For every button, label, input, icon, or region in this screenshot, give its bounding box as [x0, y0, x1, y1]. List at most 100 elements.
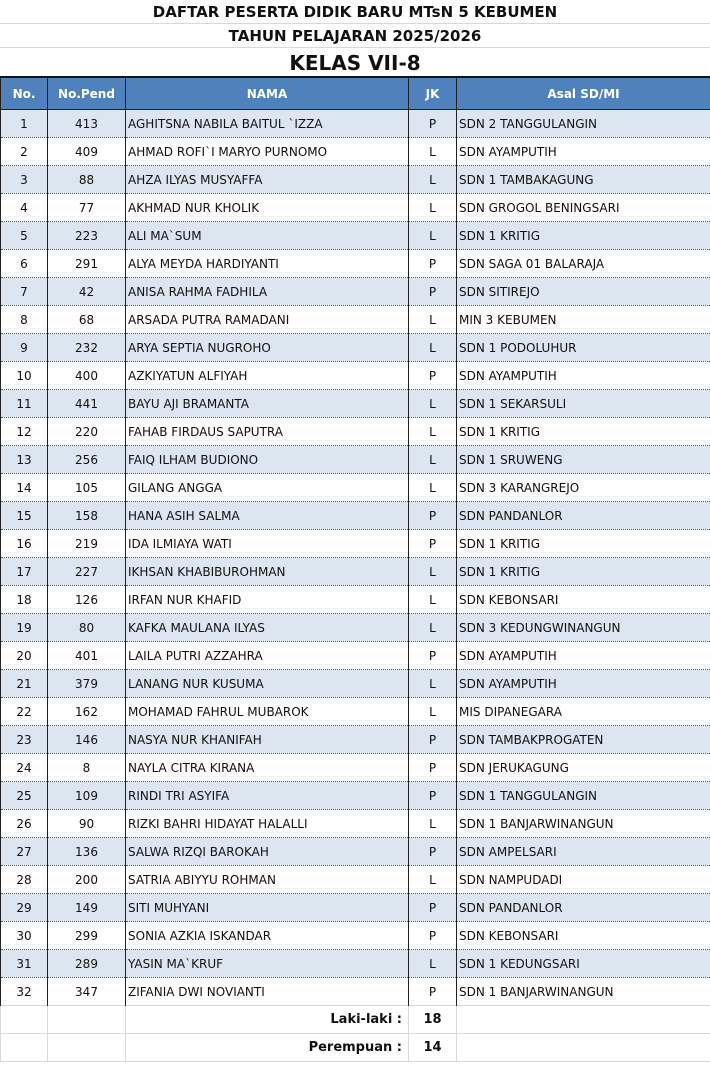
cell-asal: SDN AMPELSARI	[456, 837, 710, 866]
col-header-no: No.	[0, 78, 48, 110]
cell-nopend: 223	[47, 221, 126, 250]
table-row: 17 227 IKHSAN KHABIBUROHMAN L SDN 1 KRITIG	[0, 557, 710, 586]
cell-nama: NASYA NUR KHANIFAH	[125, 725, 409, 754]
cell-nopend: 8	[47, 753, 126, 782]
table-row: 18 126 IRFAN NUR KHAFID L SDN KEBONSARI	[0, 585, 710, 614]
cell-nopend: 105	[47, 473, 126, 502]
cell-nopend: 347	[47, 977, 126, 1006]
cell-jk: L	[408, 473, 457, 502]
cell-jk: P	[408, 893, 457, 922]
cell-no: 31	[0, 949, 48, 978]
cell-nama: IRFAN NUR KHAFID	[125, 585, 409, 614]
cell-no: 15	[0, 501, 48, 530]
empty-cell	[47, 1005, 126, 1034]
cell-asal: SDN GROGOL BENINGSARI	[456, 193, 710, 222]
cell-no: 21	[0, 669, 48, 698]
cell-asal: SDN NAMPUDADI	[456, 865, 710, 894]
cell-nama: FAIQ ILHAM BUDIONO	[125, 445, 409, 474]
cell-nopend: 289	[47, 949, 126, 978]
cell-nopend: 219	[47, 529, 126, 558]
cell-nopend: 200	[47, 865, 126, 894]
cell-nama: AHMAD ROFI`I MARYO PURNOMO	[125, 137, 409, 166]
cell-asal: SDN AYAMPUTIH	[456, 669, 710, 698]
cell-no: 32	[0, 977, 48, 1006]
cell-nama: ARYA SEPTIA NUGROHO	[125, 333, 409, 362]
cell-jk: L	[408, 305, 457, 334]
cell-jk: P	[408, 837, 457, 866]
cell-no: 16	[0, 529, 48, 558]
empty-cell	[456, 1005, 710, 1034]
cell-jk: L	[408, 417, 457, 446]
cell-nopend: 227	[47, 557, 126, 586]
table-row: 24 8 NAYLA CITRA KIRANA P SDN JERUKAGUNG	[0, 753, 710, 782]
cell-no: 27	[0, 837, 48, 866]
student-table: No. No.Pend NAMA JK Asal SD/MI 1 413 AGHIT…	[0, 78, 710, 1062]
cell-no: 13	[0, 445, 48, 474]
cell-asal: SDN 1 PODOLUHUR	[456, 333, 710, 362]
cell-asal: SDN 1 KRITIG	[456, 529, 710, 558]
cell-no: 22	[0, 697, 48, 726]
table-row: 19 80 KAFKA MAULANA ILYAS L SDN 3 KEDUNGWINA…	[0, 613, 710, 642]
cell-no: 25	[0, 781, 48, 810]
cell-asal: SDN 1 KRITIG	[456, 221, 710, 250]
cell-no: 23	[0, 725, 48, 754]
cell-jk: P	[408, 501, 457, 530]
empty-cell	[0, 1005, 48, 1034]
table-row: 29 149 SITI MUHYANI P SDN PANDANLOR	[0, 893, 710, 922]
table-row: 12 220 FAHAB FIRDAUS SAPUTRA L SDN 1 KRITIG	[0, 417, 710, 446]
cell-asal: SDN PANDANLOR	[456, 893, 710, 922]
cell-jk: P	[408, 109, 457, 138]
cell-nopend: 126	[47, 585, 126, 614]
cell-no: 19	[0, 613, 48, 642]
cell-asal: SDN 1 TANGGULANGIN	[456, 781, 710, 810]
cell-asal: SDN 1 BANJARWINANGUN	[456, 809, 710, 838]
cell-jk: L	[408, 585, 457, 614]
cell-jk: P	[408, 361, 457, 390]
cell-no: 12	[0, 417, 48, 446]
table-row: 21 379 LANANG NUR KUSUMA L SDN AYAMPUTIH	[0, 669, 710, 698]
table-row: 20 401 LAILA PUTRI AZZAHRA P SDN AYAMPUTIH	[0, 641, 710, 670]
cell-nopend: 256	[47, 445, 126, 474]
table-row: 4 77 AKHMAD NUR KHOLIK L SDN GROGOL BENINGSA…	[0, 193, 710, 222]
cell-asal: SDN 1 KRITIG	[456, 557, 710, 586]
table-row: 15 158 HANA ASIH SALMA P SDN PANDANLOR	[0, 501, 710, 530]
cell-nama: SALWA RIZQI BAROKAH	[125, 837, 409, 866]
cell-nopend: 409	[47, 137, 126, 166]
cell-nopend: 68	[47, 305, 126, 334]
cell-asal: SDN AYAMPUTIH	[456, 137, 710, 166]
cell-jk: L	[408, 333, 457, 362]
cell-nama: AGHITSNA NABILA BAITUL `IZZA	[125, 109, 409, 138]
cell-nopend: 77	[47, 193, 126, 222]
empty-cell	[47, 1033, 126, 1062]
cell-asal: MIS DIPANEGARA	[456, 697, 710, 726]
cell-asal: MIN 3 KEBUMEN	[456, 305, 710, 334]
cell-nama: MOHAMAD FAHRUL MUBAROK	[125, 697, 409, 726]
cell-nopend: 400	[47, 361, 126, 390]
cell-nama: ALI MA`SUM	[125, 221, 409, 250]
cell-asal: SDN 1 KEDUNGSARI	[456, 949, 710, 978]
cell-nama: SITI MUHYANI	[125, 893, 409, 922]
cell-no: 20	[0, 641, 48, 670]
table-row: 2 409 AHMAD ROFI`I MARYO PURNOMO L SDN AYAMP…	[0, 137, 710, 166]
cell-nama: HANA ASIH SALMA	[125, 501, 409, 530]
cell-asal: SDN 1 TAMBAKAGUNG	[456, 165, 710, 194]
cell-asal: SDN KEBONSARI	[456, 921, 710, 950]
cell-jk: L	[408, 809, 457, 838]
cell-nama: AZKIYATUN ALFIYAH	[125, 361, 409, 390]
cell-nopend: 109	[47, 781, 126, 810]
col-header-jk: JK	[408, 78, 457, 110]
cell-no: 4	[0, 193, 48, 222]
cell-no: 7	[0, 277, 48, 306]
cell-nama: ARSADA PUTRA RAMADANI	[125, 305, 409, 334]
cell-nopend: 149	[47, 893, 126, 922]
cell-no: 17	[0, 557, 48, 586]
cell-nopend: 146	[47, 725, 126, 754]
cell-asal: SDN AYAMPUTIH	[456, 361, 710, 390]
table-row: 27 136 SALWA RIZQI BAROKAH P SDN AMPELSARI	[0, 837, 710, 866]
cell-nopend: 88	[47, 165, 126, 194]
cell-no: 24	[0, 753, 48, 782]
cell-no: 6	[0, 249, 48, 278]
cell-nopend: 299	[47, 921, 126, 950]
cell-asal: SDN SITIREJO	[456, 277, 710, 306]
cell-nopend: 162	[47, 697, 126, 726]
